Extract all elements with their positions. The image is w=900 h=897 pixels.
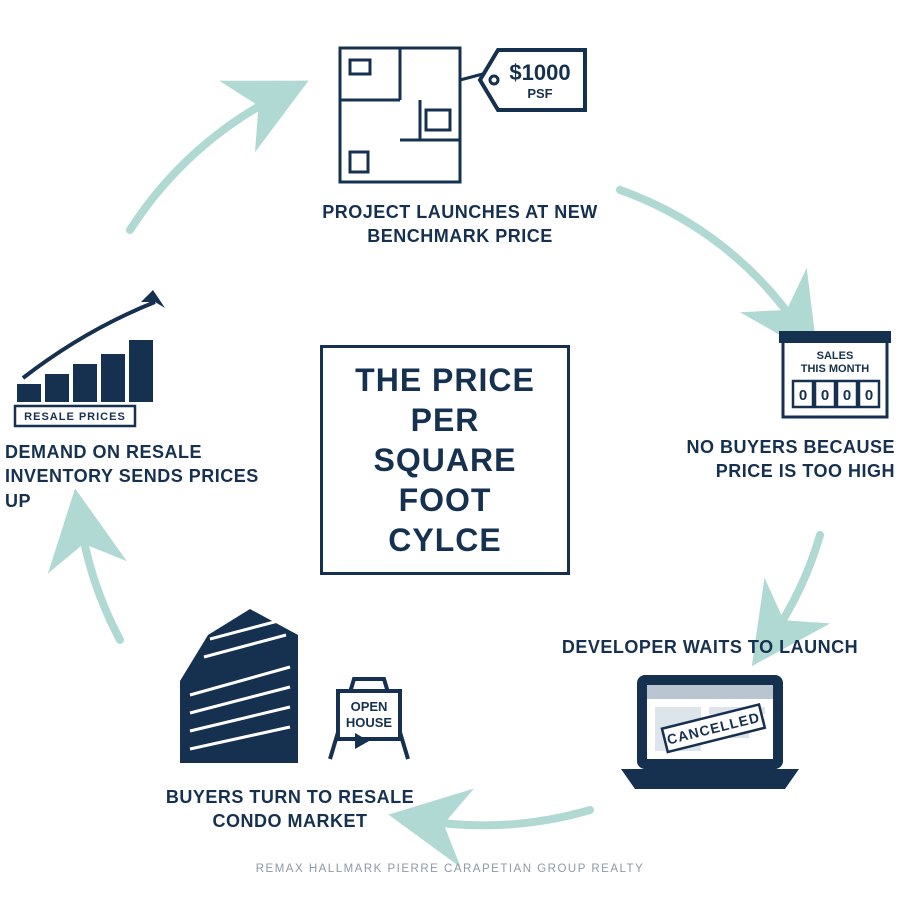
footer-credit: REMAX HALLMARK PIERRE CARAPETIAN GROUP R… <box>0 863 900 875</box>
svg-text:$1000: $1000 <box>509 60 570 85</box>
svg-text:THIS MONTH: THIS MONTH <box>801 363 869 375</box>
svg-text:0: 0 <box>843 387 851 404</box>
floorplan-pricetag-icon: $1000 PSF <box>330 40 590 190</box>
laptop-cancelled-icon: CANCELLED <box>615 667 805 797</box>
barchart-arrow-icon: RESALE PRICES <box>5 290 185 430</box>
node-label: NO BUYERS BECAUSE PRICE IS TOO HIGH <box>645 435 895 484</box>
node-project-launch: $1000 PSF PROJECT LAUNCHES AT NEW BENCHM… <box>310 40 610 249</box>
svg-text:0: 0 <box>799 387 807 404</box>
svg-text:PSF: PSF <box>527 86 552 101</box>
node-developer-waits: DEVELOPER WAITS TO LAUNCH CANCELLED <box>560 625 860 797</box>
svg-text:SALES: SALES <box>817 350 854 362</box>
sales-counter-icon: SALES THIS MONTH 0000 <box>775 325 895 425</box>
node-buyers-resale: OPEN HOUSE BUYERS TURN TO RESALE CONDO M… <box>150 595 430 834</box>
condo-openhouse-icon: OPEN HOUSE <box>160 595 420 775</box>
svg-text:0: 0 <box>865 387 873 404</box>
svg-text:HOUSE: HOUSE <box>346 715 393 730</box>
center-title-box: THE PRICE PER SQUARE FOOT CYLCE <box>320 345 570 575</box>
center-title: THE PRICE PER SQUARE FOOT CYLCE <box>341 360 549 560</box>
svg-text:0: 0 <box>821 387 829 404</box>
node-label: DEMAND ON RESALE INVENTORY SENDS PRICES … <box>5 440 265 513</box>
svg-text:OPEN: OPEN <box>351 699 388 714</box>
node-demand-up: RESALE PRICES DEMAND ON RESALE INVENTORY… <box>5 290 265 513</box>
node-no-buyers: SALES THIS MONTH 0000 NO BUYERS BECAUSE … <box>645 325 895 484</box>
node-label: DEVELOPER WAITS TO LAUNCH <box>562 635 858 659</box>
node-label: BUYERS TURN TO RESALE CONDO MARKET <box>150 785 430 834</box>
node-label: PROJECT LAUNCHES AT NEW BENCHMARK PRICE <box>310 200 610 249</box>
cycle-canvas: THE PRICE PER SQUARE FOOT CYLCE $1000 <box>0 0 900 897</box>
svg-text:RESALE PRICES: RESALE PRICES <box>24 411 126 423</box>
